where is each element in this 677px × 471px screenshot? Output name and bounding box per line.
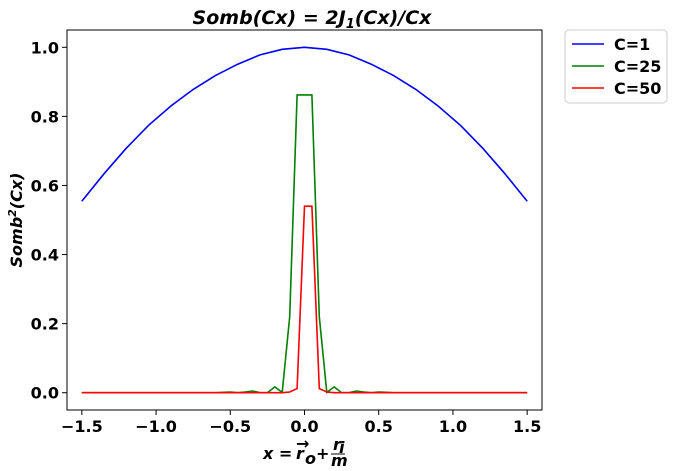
y-tick-label: 0.6 [31,176,59,195]
legend: C=1 C=25 C=50 [564,29,668,104]
legend-label: C=1 [614,35,650,54]
x-tick-label: −0.5 [209,417,251,436]
chart-title: Somb(Cx) = 2J1(Cx)/Cx [193,7,433,32]
legend-label: C=50 [614,79,661,98]
svg-text:r: r [333,435,342,454]
series-layer [81,46,528,394]
series-line-c-1 [81,46,528,202]
y-tick-label: 0.8 [31,107,59,126]
x-tick-label: 0.5 [365,417,393,436]
svg-text:+: + [316,444,329,463]
y-tick-label: 1.0 [31,38,59,57]
y-tick-label: 0.4 [31,246,59,265]
legend-box [564,29,668,104]
x-axis: −1.5 −1.0 −0.5 0.0 0.5 1.0 1.5 [61,410,541,436]
svg-text:i: i [339,438,345,457]
legend-label: C=25 [614,57,661,76]
x-axis-label: x = r o → + r i m [262,434,348,470]
series-line-c-50 [81,205,528,394]
svg-text:→: → [296,434,309,453]
x-tick-label: 1.5 [513,417,541,436]
svg-text:r: r [296,444,305,463]
svg-text:o: o [305,449,316,468]
x-tick-label: −1.0 [135,417,177,436]
x-tick-label: 1.0 [439,417,467,436]
y-axis: 0.0 0.2 0.4 0.6 0.8 1.0 [31,38,67,403]
y-tick-label: 0.2 [31,315,59,334]
svg-text:x =: x = [262,444,292,463]
y-tick-label: 0.0 [31,384,59,403]
y-axis-label: Somb2(Cx) [6,173,26,268]
x-tick-label: 0.0 [290,417,318,436]
svg-text:m: m [331,451,348,470]
x-tick-label: −1.5 [61,417,103,436]
